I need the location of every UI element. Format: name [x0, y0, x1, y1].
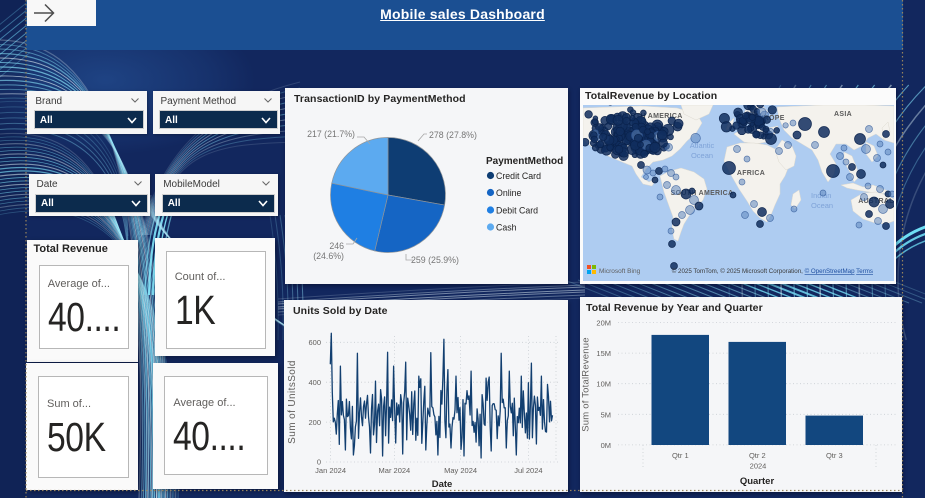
svg-text:Cash: Cash: [496, 223, 517, 233]
svg-text:217 (21.7%): 217 (21.7%): [307, 129, 355, 139]
svg-text:0: 0: [317, 458, 321, 467]
svg-text:Microsoft Bing: Microsoft Bing: [599, 268, 641, 275]
svg-text:© 2025 TomTom, © 2025 Microsof: © 2025 TomTom, © 2025 Microsoft Corporat…: [672, 268, 873, 275]
svg-text:246: 246: [329, 241, 344, 251]
svg-text:Mar 2024: Mar 2024: [379, 466, 411, 475]
svg-text:Ocean: Ocean: [811, 201, 833, 210]
svg-text:Sum of TotalRevenue: Sum of TotalRevenue: [581, 337, 592, 431]
svg-text:Ocean: Ocean: [691, 151, 713, 160]
svg-text:200: 200: [308, 418, 321, 427]
svg-text:Date: Date: [432, 479, 453, 490]
svg-text:5M: 5M: [601, 410, 611, 419]
svg-text:600: 600: [308, 338, 321, 347]
svg-text:Debit Card: Debit Card: [496, 206, 538, 216]
svg-text:Qtr 3: Qtr 3: [826, 451, 843, 460]
svg-text:ASIA: ASIA: [834, 111, 852, 118]
svg-text:Atlantic: Atlantic: [690, 141, 715, 150]
svg-text:0M: 0M: [601, 441, 611, 450]
svg-text:10M: 10M: [596, 380, 611, 389]
svg-text:20M: 20M: [596, 319, 611, 328]
svg-text:Online: Online: [496, 188, 522, 198]
svg-text:Credit Card: Credit Card: [496, 171, 541, 181]
svg-text:PaymentMethod: PaymentMethod: [486, 156, 563, 167]
svg-text:AFRICA: AFRICA: [737, 170, 765, 177]
svg-text:Jan 2024: Jan 2024: [315, 466, 346, 475]
svg-text:SOUTH AMERICA: SOUTH AMERICA: [671, 190, 734, 197]
svg-text:2024: 2024: [750, 462, 767, 471]
svg-text:(24.6%): (24.6%): [313, 251, 344, 261]
svg-text:400: 400: [308, 378, 321, 387]
svg-text:278 (27.8%): 278 (27.8%): [429, 130, 477, 140]
svg-text:259 (25.9%): 259 (25.9%): [411, 255, 459, 265]
svg-text:Qtr 1: Qtr 1: [672, 451, 689, 460]
svg-text:NORTH AMERICA: NORTH AMERICA: [619, 113, 682, 120]
svg-text:May 2024: May 2024: [444, 466, 477, 475]
svg-text:Quarter: Quarter: [740, 476, 775, 487]
svg-text:Qtr 2: Qtr 2: [749, 451, 766, 460]
svg-text:Sum of UnitsSold: Sum of UnitsSold: [287, 360, 298, 444]
svg-text:15M: 15M: [596, 349, 611, 358]
svg-text:Jul 2024: Jul 2024: [514, 466, 542, 475]
